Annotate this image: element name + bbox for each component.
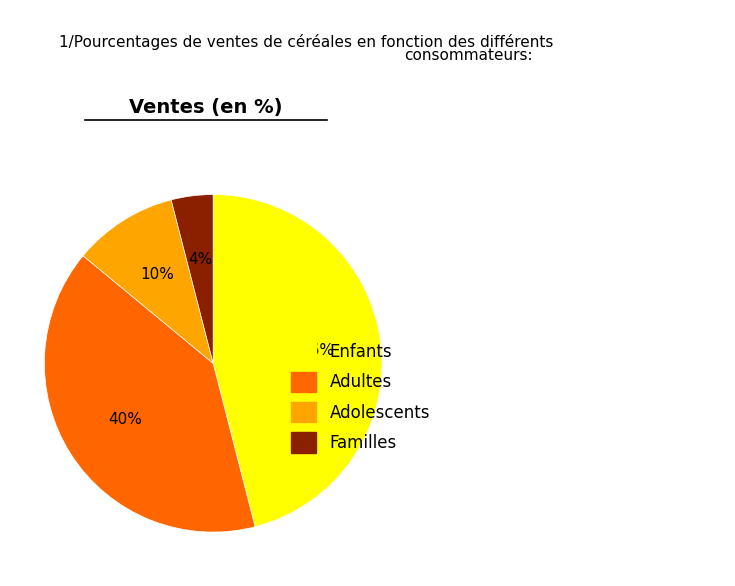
Text: 10%: 10%: [140, 267, 174, 282]
Text: 46%: 46%: [300, 343, 334, 357]
Text: consommateurs:: consommateurs:: [404, 47, 533, 63]
Text: 40%: 40%: [108, 412, 142, 427]
Text: Ventes (en %): Ventes (en %): [129, 98, 282, 117]
Text: 4%: 4%: [188, 252, 212, 267]
Wedge shape: [44, 255, 255, 532]
Wedge shape: [83, 200, 213, 363]
Legend: Enfants, Adultes, Adolescents, Familles: Enfants, Adultes, Adolescents, Familles: [284, 335, 437, 459]
Wedge shape: [171, 195, 213, 363]
Wedge shape: [213, 195, 382, 527]
Text: 1/Pourcentages de ventes de céréales en fonction des différents: 1/Pourcentages de ventes de céréales en …: [59, 34, 553, 50]
